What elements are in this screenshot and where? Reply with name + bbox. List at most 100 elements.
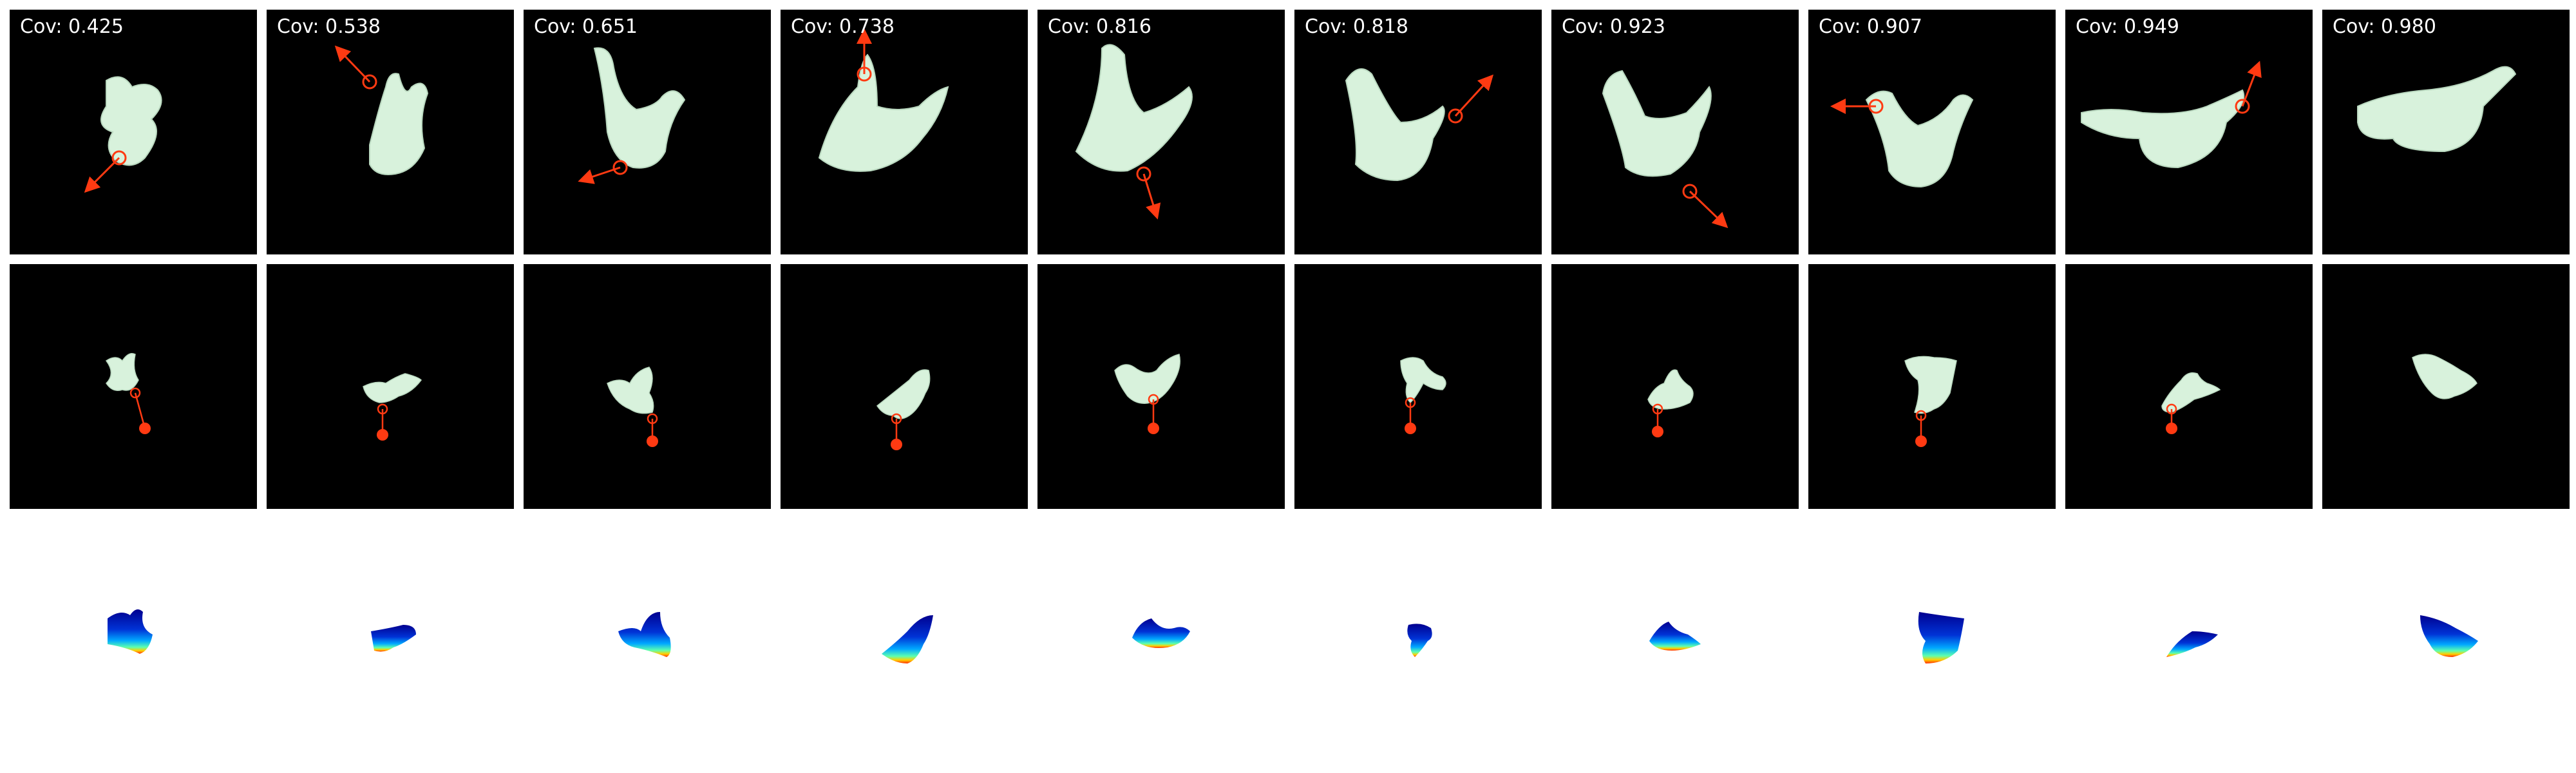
side-view-panel [2322,264,2570,509]
side-view-panel [524,264,771,509]
coverage-label: Cov: 0.425 [20,15,124,38]
coverage-label: Cov: 0.907 [1819,15,1922,38]
depth-map [1649,622,1701,651]
garment-shape [1647,369,1694,410]
grasp-point-marker [1448,108,1463,124]
garment-shape [607,367,654,414]
grasp-point-marker [1915,410,1927,421]
action-arrow [2241,61,2262,107]
side-view-panel [1551,264,1799,509]
gripper-marker [139,423,151,434]
grasp-point-marker [612,160,628,175]
grasp-point-marker [1868,99,1884,114]
gripper-marker [2166,423,2177,434]
lift-line [134,392,146,429]
action-arrow [84,157,120,193]
grasp-point-marker [129,387,141,399]
top-view-panel: Cov: 0.651 [524,10,771,254]
garment-shape [1904,356,1957,414]
column-3: Cov: 0.651 [524,10,771,657]
coverage-label: Cov: 0.949 [2076,15,2179,38]
side-view-panel [1294,264,1542,509]
garment-shape [1114,354,1180,404]
grasp-point-marker [362,74,377,90]
top-view-panel: Cov: 0.816 [1037,10,1285,254]
coverage-label: Cov: 0.818 [1305,15,1408,38]
garment-shape [1602,70,1712,177]
gripper-marker [1915,435,1927,447]
garment-shape [2161,372,2221,413]
top-view-panel: Cov: 0.738 [781,10,1028,254]
coverage-label: Cov: 0.816 [1048,15,1151,38]
garment-shape [2357,66,2517,153]
garment-shape [1865,90,1974,188]
coverage-label: Cov: 0.538 [277,15,381,38]
depth-map [1407,624,1432,657]
garment-shape [363,373,422,403]
column-1: Cov: 0.425 [10,10,257,654]
grasp-point-marker [111,150,127,166]
garment-shape [369,73,429,175]
top-view-panel: Cov: 0.980 [2322,10,2570,254]
action-arrow [334,45,371,83]
side-view-panel [267,264,514,509]
top-view-panel: Cov: 0.907 [1808,10,2056,254]
gripper-marker [1405,423,1416,434]
top-view-panel: Cov: 0.923 [1551,10,1799,254]
garment-shape [105,353,139,391]
garment-shape [593,47,686,169]
column-10: Cov: 0.980 [2322,10,2570,657]
depth-map [2166,631,2218,657]
column-7: Cov: 0.923 [1551,10,1799,651]
depth-map [1918,612,1964,663]
gripper-marker [891,439,902,450]
grasp-point-marker [377,403,388,415]
side-view-panel [10,264,257,509]
gripper-marker [377,429,388,441]
top-view-panel: Cov: 0.949 [2065,10,2313,254]
grasp-point-marker [2235,99,2250,114]
depth-map [1132,618,1190,648]
garment-shape [818,53,949,172]
top-view-panel: Cov: 0.425 [10,10,257,254]
top-view-panel: Cov: 0.818 [1294,10,1542,254]
grasp-point-marker [1148,394,1159,405]
grasp-point-marker [1136,166,1151,182]
column-9: Cov: 0.949 [2065,10,2313,657]
gripper-marker [1148,423,1159,434]
coverage-label: Cov: 0.738 [791,15,895,38]
depth-map [108,609,153,654]
action-arrow [1454,74,1494,117]
coverage-label: Cov: 0.980 [2333,15,2436,38]
side-view-panel [1808,264,2056,509]
grasp-point-marker [647,413,658,425]
column-6: Cov: 0.818 [1294,10,1542,657]
side-view-panel [1037,264,1285,509]
depth-map [2420,615,2478,657]
garment-shape [100,76,162,166]
garment-shape [2412,354,2477,399]
grasp-point-marker [857,66,872,82]
column-8: Cov: 0.907 [1808,10,2056,663]
top-view-panel: Cov: 0.538 [267,10,514,254]
depth-map [618,612,671,657]
grasp-point-marker [1405,397,1416,408]
depth-map [882,615,933,663]
side-view-panel [2065,264,2313,509]
garment-shape [1345,68,1445,182]
grasp-point-marker [891,413,902,425]
coverage-label: Cov: 0.923 [1562,15,1665,38]
grasp-point-marker [1682,184,1698,199]
column-4: Cov: 0.738 [781,10,1028,663]
grasp-point-marker [2166,403,2177,415]
garment-shape [1075,44,1193,172]
gripper-marker [1652,426,1663,437]
coverage-label: Cov: 0.651 [534,15,638,38]
column-5: Cov: 0.816 [1037,10,1285,648]
action-arrow [1689,190,1728,229]
gripper-marker [647,435,658,447]
garment-shape [1400,357,1446,404]
column-2: Cov: 0.538 [267,10,514,652]
depth-map [371,625,416,652]
